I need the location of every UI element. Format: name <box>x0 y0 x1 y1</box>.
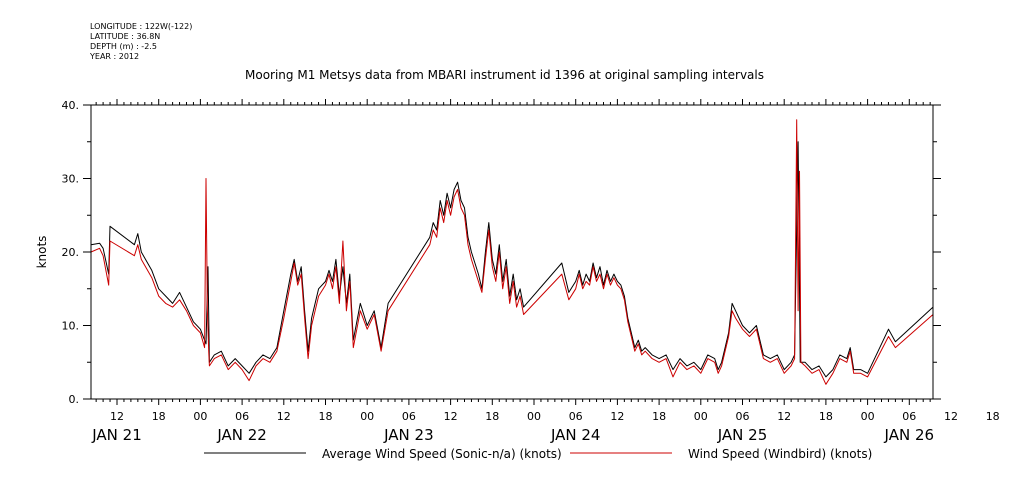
y-tick-label: 40. <box>62 99 80 112</box>
y-tick-label: 0. <box>69 393 80 406</box>
x-tick-label: 12 <box>610 410 624 423</box>
x-tick-label: 18 <box>819 410 833 423</box>
x-tick-label: 12 <box>777 410 791 423</box>
legend-label-windbird: Wind Speed (Windbird) (knots) <box>688 447 872 461</box>
chart-title: Mooring M1 Metsys data from MBARI instru… <box>245 68 764 82</box>
x-day-label: JAN 22 <box>216 426 267 444</box>
y-tick-label: 30. <box>62 173 80 186</box>
x-tick-label: 06 <box>902 410 916 423</box>
series-line-windbird <box>90 119 934 390</box>
latitude-label: LATITUDE : 36.8N <box>90 32 161 41</box>
x-day-label: JAN 25 <box>717 426 768 444</box>
x-tick-label: 00 <box>193 410 207 423</box>
metadata-block: LONGITUDE : 122W(-122) LATITUDE : 36.8N … <box>90 22 192 62</box>
year-label: YEAR : 2012 <box>90 52 140 61</box>
x-tick-label: 12 <box>944 410 958 423</box>
y-axis-label: knots <box>35 236 49 269</box>
x-tick-label: 00 <box>527 410 541 423</box>
x-tick-label: 06 <box>402 410 416 423</box>
x-tick-label: 18 <box>986 410 1000 423</box>
x-tick-label: 00 <box>360 410 374 423</box>
x-tick-label: 06 <box>235 410 249 423</box>
x-tick-label: 12 <box>110 410 124 423</box>
x-day-label: JAN 26 <box>884 426 935 444</box>
x-tick-label: 18 <box>319 410 333 423</box>
series-line-average-wind <box>90 141 934 385</box>
longitude-label: LONGITUDE : 122W(-122) <box>90 22 193 31</box>
x-tick-label: 00 <box>694 410 708 423</box>
x-tick-label: 18 <box>652 410 666 423</box>
legend-label-average-wind: Average Wind Speed (Sonic-n/a) (knots) <box>322 447 562 461</box>
y-tick-label: 10. <box>62 320 80 333</box>
x-tick-label: 00 <box>861 410 875 423</box>
x-tick-label: 12 <box>277 410 291 423</box>
x-day-label: JAN 23 <box>383 426 434 444</box>
y-tick-label: 20. <box>62 246 80 259</box>
x-tick-label: 06 <box>736 410 750 423</box>
depth-label: DEPTH (m) : -2.5 <box>90 42 157 51</box>
x-tick-label: 18 <box>152 410 166 423</box>
x-day-label: JAN 24 <box>550 426 601 444</box>
plot-frame <box>90 104 934 400</box>
x-tick-label: 18 <box>485 410 499 423</box>
x-day-label: JAN 21 <box>91 426 142 444</box>
x-tick-label: 12 <box>444 410 458 423</box>
x-tick-label: 06 <box>569 410 583 423</box>
